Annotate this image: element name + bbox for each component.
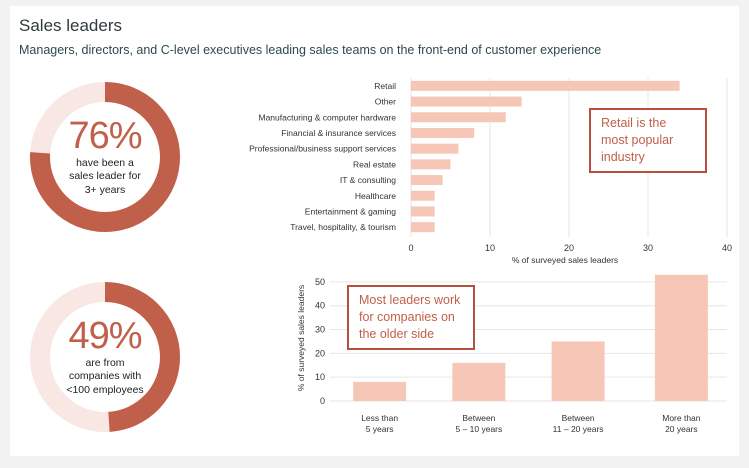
bar bbox=[411, 112, 506, 123]
bar bbox=[654, 274, 708, 401]
category-label: Financial & insurance services bbox=[281, 128, 396, 138]
y-tick-label: 20 bbox=[315, 348, 325, 358]
y-tick-label: 50 bbox=[315, 277, 325, 287]
bar bbox=[411, 190, 435, 201]
category-label: Real estate bbox=[353, 159, 396, 169]
bar bbox=[411, 80, 680, 91]
category-label: Between 11 – 20 years bbox=[553, 413, 604, 434]
page-title: Sales leaders bbox=[19, 16, 123, 35]
y-tick-label: 30 bbox=[315, 325, 325, 335]
x-tick-label: 0 bbox=[408, 243, 413, 253]
stat-donut-tenure: 76% have been a sales leader for 3+ year… bbox=[29, 81, 181, 233]
donut-ring bbox=[30, 282, 180, 432]
x-axis-label: % of surveyed sales leaders bbox=[512, 255, 618, 265]
bar bbox=[353, 381, 407, 401]
stat-value: 76% bbox=[68, 115, 142, 158]
stat-label: are from companies with <100 employees bbox=[66, 357, 144, 396]
category-label: Less than 5 years bbox=[361, 413, 398, 434]
company-age-callout: Most leaders work for companies on the o… bbox=[347, 285, 475, 350]
bar bbox=[411, 159, 451, 170]
stat-value: 49% bbox=[68, 315, 142, 358]
donut-progress bbox=[30, 282, 180, 432]
bar bbox=[411, 127, 475, 138]
donut-progress bbox=[30, 82, 180, 232]
x-tick-label: 20 bbox=[564, 243, 574, 253]
y-tick-label: 0 bbox=[320, 396, 325, 406]
x-tick-label: 30 bbox=[643, 243, 653, 253]
bar bbox=[411, 143, 459, 154]
category-label: Between 5 – 10 years bbox=[455, 413, 502, 434]
category-label: Healthcare bbox=[355, 191, 396, 201]
category-label: IT & consulting bbox=[340, 175, 396, 185]
page-subtitle: Managers, directors, and C-level executi… bbox=[19, 43, 602, 57]
x-tick-label: 10 bbox=[485, 243, 495, 253]
y-tick-label: 40 bbox=[315, 301, 325, 311]
category-label: More than 20 years bbox=[662, 413, 701, 434]
category-label: Professional/business support services bbox=[249, 144, 396, 154]
bar bbox=[411, 222, 435, 233]
y-axis-label: % of surveyed sales leaders bbox=[296, 285, 306, 391]
category-label: Other bbox=[375, 97, 396, 107]
industry-callout: Retail is the most popular industry bbox=[589, 108, 707, 173]
x-tick-label: 40 bbox=[722, 243, 732, 253]
bar bbox=[452, 362, 506, 401]
bar bbox=[411, 175, 443, 186]
category-label: Retail bbox=[374, 81, 396, 91]
category-label: Manufacturing & computer hardware bbox=[259, 112, 397, 122]
donut-ring bbox=[30, 82, 180, 232]
stat-label: have been a sales leader for 3+ years bbox=[69, 157, 141, 196]
category-label: Travel, hospitality, & tourism bbox=[290, 222, 396, 232]
bar bbox=[411, 206, 435, 217]
bar bbox=[551, 341, 605, 401]
stat-donut-company-size: 49% are from companies with <100 employe… bbox=[29, 281, 181, 433]
category-label: Entertainment & gaming bbox=[305, 206, 396, 216]
y-tick-label: 10 bbox=[315, 372, 325, 382]
bar bbox=[411, 96, 522, 107]
